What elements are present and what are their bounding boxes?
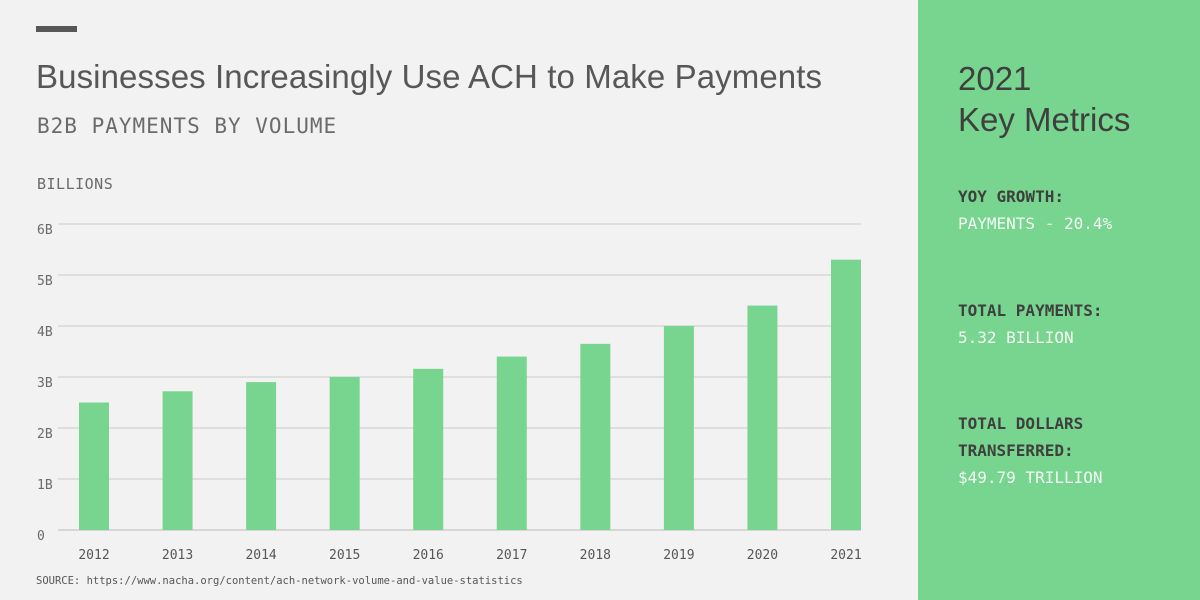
metric-label: TOTAL PAYMENTS: [958, 301, 1103, 320]
x-tick-label: 2016 [413, 548, 444, 563]
y-tick-label: 0 [37, 529, 45, 544]
bar-2020 [747, 305, 778, 530]
x-tick-label: 2015 [329, 548, 360, 563]
y-tick-label: 2B [37, 427, 53, 442]
x-tick-label: 2014 [245, 548, 276, 563]
panel-heading-year: 2021 [958, 60, 1032, 97]
accent-bar [36, 26, 77, 32]
panel-heading-title: Key Metrics [958, 101, 1131, 138]
bar-2021 [831, 259, 861, 530]
y-tick-label: 1B [37, 478, 53, 493]
metric-label-line2: TRANSFERRED: [958, 441, 1074, 460]
x-tick-label: 2018 [580, 548, 611, 563]
bar-2019 [663, 326, 694, 530]
bar-2012 [79, 402, 109, 530]
bar-2013 [162, 391, 193, 530]
x-tick-label: 2013 [162, 548, 193, 563]
y-tick-label: 4B [37, 325, 53, 340]
metric-value: PAYMENTS - 20.4% [958, 214, 1113, 233]
x-tick-label: 2019 [663, 548, 694, 563]
metric-label: TOTAL DOLLARS [958, 414, 1084, 433]
chart-subtitle: B2B PAYMENTS BY VOLUME [37, 114, 338, 138]
bar-2014 [246, 382, 277, 530]
metric-total-payments: TOTAL PAYMENTS: 5.32 BILLION [958, 297, 1103, 351]
source-note[interactable]: SOURCE: https://www.nacha.org/content/ac… [36, 575, 523, 587]
bar-2015 [329, 377, 360, 530]
bar-2017 [496, 356, 527, 530]
y-tick-label: 3B [37, 376, 53, 391]
x-tick-label: 2012 [78, 548, 109, 563]
metric-yoy-growth: YOY GROWTH: PAYMENTS - 20.4% [958, 183, 1112, 237]
x-tick-label: 2020 [747, 548, 778, 563]
panel-heading: 2021 Key Metrics [958, 58, 1130, 140]
metric-value: 5.32 BILLION [958, 328, 1074, 347]
metric-value: $49.79 TRILLION [958, 468, 1103, 487]
bar-2016 [413, 368, 444, 530]
x-tick-label: 2017 [496, 548, 527, 563]
bar-2018 [580, 343, 611, 530]
metric-label: YOY GROWTH: [958, 187, 1064, 206]
y-tick-label: 6B [37, 223, 53, 238]
bar-chart: 0 1B 2B 3B 4B 5B 6B 2012 2013 2014 2015 2016 2017 201… [37, 223, 862, 563]
chart-section: Businesses Increasingly Use ACH to Make … [36, 26, 862, 587]
key-metrics-panel: 2021 Key Metrics YOY GROWTH: PAYMENTS - … [918, 0, 1200, 600]
y-tick-label: 5B [37, 274, 53, 289]
chart-title: Businesses Increasingly Use ACH to Make … [36, 58, 823, 95]
metric-total-dollars: TOTAL DOLLARS TRANSFERRED: $49.79 TRILLI… [958, 410, 1103, 491]
x-tick-label: 2021 [830, 548, 861, 563]
y-axis-unit-label: BILLIONS [37, 175, 114, 193]
